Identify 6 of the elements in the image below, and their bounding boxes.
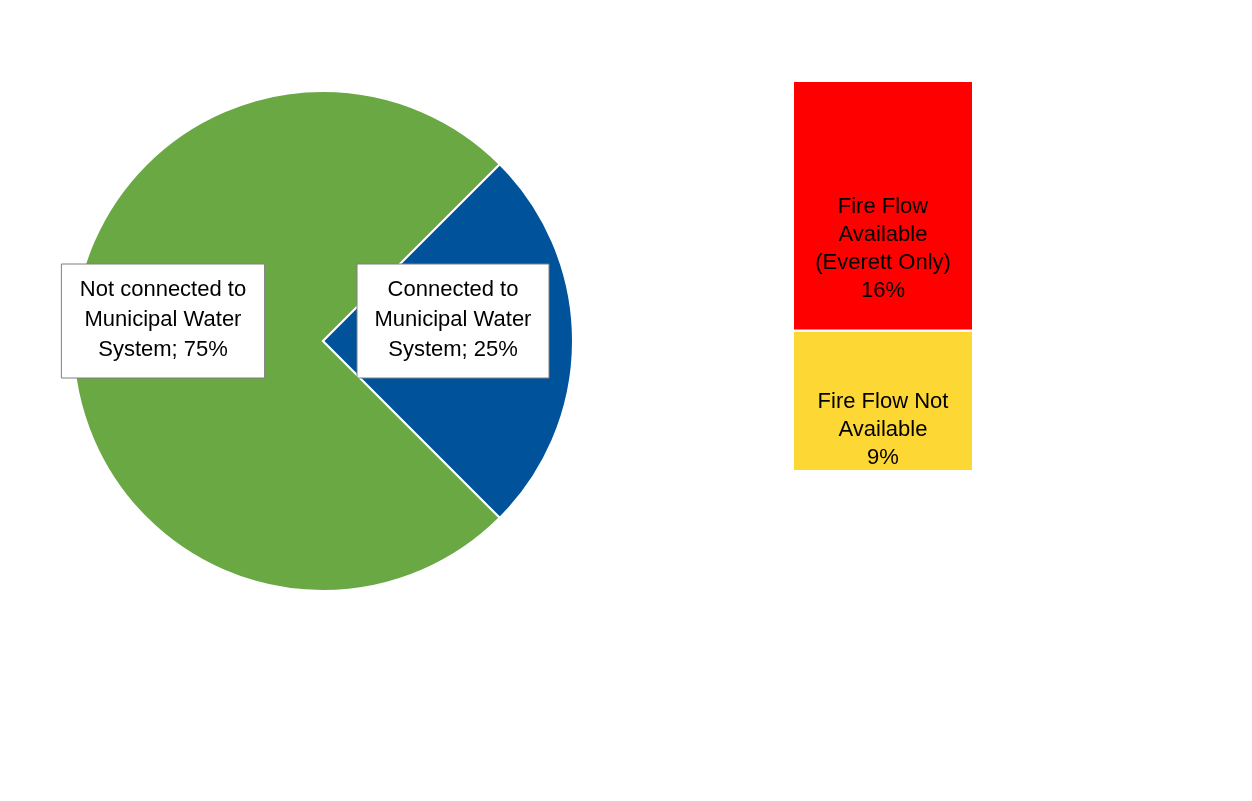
slice-label: Connected to Municipal Water System; 25%	[374, 276, 532, 361]
series-label: Fire Flow Available (Everett Only)	[815, 192, 951, 274]
slice-label: Not connected to Municipal Water System; 75%	[79, 276, 247, 361]
data-label: 9%	[867, 443, 899, 469]
series-label: Fire Flow Not Available	[817, 387, 949, 441]
data-label: 16%	[860, 276, 906, 302]
